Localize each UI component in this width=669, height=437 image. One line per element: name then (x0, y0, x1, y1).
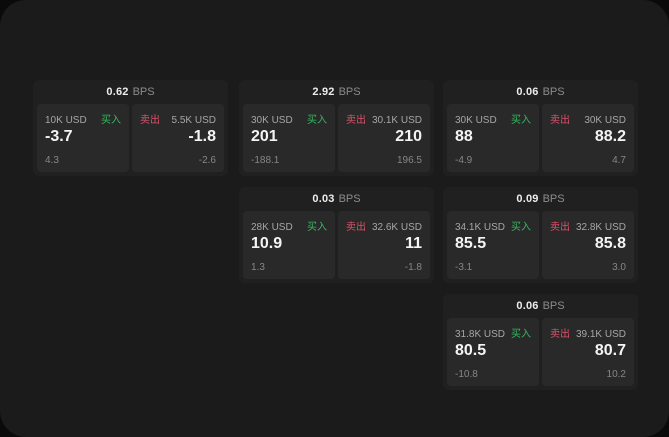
buy-side-label: 买入 (101, 115, 121, 126)
buy-delta: -4.9 (455, 155, 473, 166)
bps-value: 0.06 (516, 300, 539, 312)
card-header: 0.06 BPS (447, 294, 634, 318)
quote-card-2: 2.92 BPS 30K USD 买入 201 -188.1 卖出 30.1K … (239, 80, 434, 176)
sell-delta: 4.7 (612, 155, 626, 166)
buy-size: 34.1K USD (455, 222, 506, 233)
bps-value: 0.62 (106, 86, 129, 98)
card-header: 0.03 BPS (243, 187, 430, 211)
sell-panel[interactable]: 卖出 30.1K USD 210 196.5 (338, 104, 430, 172)
bps-unit-label: BPS (542, 86, 565, 98)
buy-size: 31.8K USD (455, 329, 506, 340)
buy-delta: -10.8 (455, 369, 478, 380)
quote-card-5: 0.09 BPS 34.1K USD 买入 85.5 -3.1 卖出 32.8K… (443, 187, 638, 283)
sell-price: 80.7 (594, 342, 626, 359)
quote-card-4: 0.03 BPS 28K USD 买入 10.9 1.3 卖出 32.6K US… (239, 187, 434, 283)
card-header: 0.62 BPS (37, 80, 224, 104)
bps-value: 0.03 (312, 193, 335, 205)
quote-panels: 31.8K USD 买入 80.5 -10.8 卖出 39.1K USD 80.… (447, 318, 634, 386)
buy-price: 10.9 (251, 235, 283, 252)
bps-value: 2.92 (312, 86, 335, 98)
card-header: 0.09 BPS (447, 187, 634, 211)
sell-size: 32.6K USD (371, 222, 422, 233)
card-header: 0.06 BPS (447, 80, 634, 104)
sell-delta: -2.6 (198, 155, 216, 166)
buy-size: 30K USD (251, 115, 293, 126)
buy-panel[interactable]: 28K USD 买入 10.9 1.3 (243, 211, 335, 279)
buy-delta: 4.3 (45, 155, 59, 166)
sell-delta: 196.5 (396, 155, 422, 166)
buy-delta: -3.1 (455, 262, 473, 273)
quote-panels: 10K USD 买入 -3.7 4.3 卖出 5.5K USD -1.8 -2.… (37, 104, 224, 172)
buy-size: 28K USD (251, 222, 293, 233)
card-header: 2.92 BPS (243, 80, 430, 104)
buy-price: -3.7 (45, 128, 73, 145)
quote-card-6: 0.06 BPS 31.8K USD 买入 80.5 -10.8 卖出 39.1… (443, 294, 638, 390)
sell-price: -1.8 (188, 128, 216, 145)
sell-size: 5.5K USD (171, 115, 216, 126)
buy-panel[interactable]: 31.8K USD 买入 80.5 -10.8 (447, 318, 539, 386)
buy-delta: 1.3 (251, 262, 265, 273)
buy-side-label: 买入 (307, 222, 327, 233)
sell-size: 30.1K USD (371, 115, 422, 126)
bps-unit-label: BPS (132, 86, 155, 98)
sell-panel[interactable]: 卖出 32.8K USD 85.8 3.0 (542, 211, 634, 279)
sell-delta: 3.0 (612, 262, 626, 273)
sell-delta: 10.2 (606, 369, 626, 380)
buy-side-label: 买入 (511, 115, 531, 126)
buy-size: 10K USD (45, 115, 87, 126)
buy-side-label: 买入 (307, 115, 327, 126)
quote-panels: 30K USD 买入 88 -4.9 卖出 30K USD 88.2 4.7 (447, 104, 634, 172)
sell-size: 39.1K USD (575, 329, 626, 340)
sell-side-label: 卖出 (346, 115, 366, 126)
sell-side-label: 卖出 (140, 115, 160, 126)
sell-price: 11 (405, 235, 422, 252)
buy-size: 30K USD (455, 115, 497, 126)
sell-side-label: 卖出 (550, 115, 570, 126)
sell-price: 210 (395, 128, 422, 145)
bps-unit-label: BPS (338, 86, 361, 98)
bps-unit-label: BPS (338, 193, 361, 205)
buy-panel[interactable]: 10K USD 买入 -3.7 4.3 (37, 104, 129, 172)
sell-panel[interactable]: 卖出 5.5K USD -1.8 -2.6 (132, 104, 224, 172)
quote-panels: 28K USD 买入 10.9 1.3 卖出 32.6K USD 11 -1.8 (243, 211, 430, 279)
buy-price: 88 (455, 128, 473, 145)
buy-panel[interactable]: 34.1K USD 买入 85.5 -3.1 (447, 211, 539, 279)
sell-side-label: 卖出 (550, 222, 570, 233)
sell-delta: -1.8 (404, 262, 422, 273)
bps-value: 0.09 (516, 193, 539, 205)
quote-panels: 34.1K USD 买入 85.5 -3.1 卖出 32.8K USD 85.8… (447, 211, 634, 279)
sell-panel[interactable]: 卖出 39.1K USD 80.7 10.2 (542, 318, 634, 386)
buy-price: 201 (251, 128, 278, 145)
buy-price: 80.5 (455, 342, 487, 359)
buy-side-label: 买入 (511, 329, 531, 340)
buy-side-label: 买入 (511, 222, 531, 233)
buy-panel[interactable]: 30K USD 买入 201 -188.1 (243, 104, 335, 172)
sell-side-label: 卖出 (550, 329, 570, 340)
bps-value: 0.06 (516, 86, 539, 98)
bps-unit-label: BPS (542, 193, 565, 205)
bps-unit-label: BPS (542, 300, 565, 312)
sell-side-label: 卖出 (346, 222, 366, 233)
sell-price: 85.8 (594, 235, 626, 252)
buy-delta: -188.1 (251, 155, 280, 166)
buy-price: 85.5 (455, 235, 487, 252)
sell-size: 32.8K USD (575, 222, 626, 233)
buy-panel[interactable]: 30K USD 买入 88 -4.9 (447, 104, 539, 172)
quote-card-1: 0.62 BPS 10K USD 买入 -3.7 4.3 卖出 5.5K USD… (33, 80, 228, 176)
quote-panels: 30K USD 买入 201 -188.1 卖出 30.1K USD 210 1… (243, 104, 430, 172)
quote-card-3: 0.06 BPS 30K USD 买入 88 -4.9 卖出 30K USD 8… (443, 80, 638, 176)
sell-size: 30K USD (584, 115, 626, 126)
sell-panel[interactable]: 卖出 30K USD 88.2 4.7 (542, 104, 634, 172)
sell-panel[interactable]: 卖出 32.6K USD 11 -1.8 (338, 211, 430, 279)
sell-price: 88.2 (594, 128, 626, 145)
